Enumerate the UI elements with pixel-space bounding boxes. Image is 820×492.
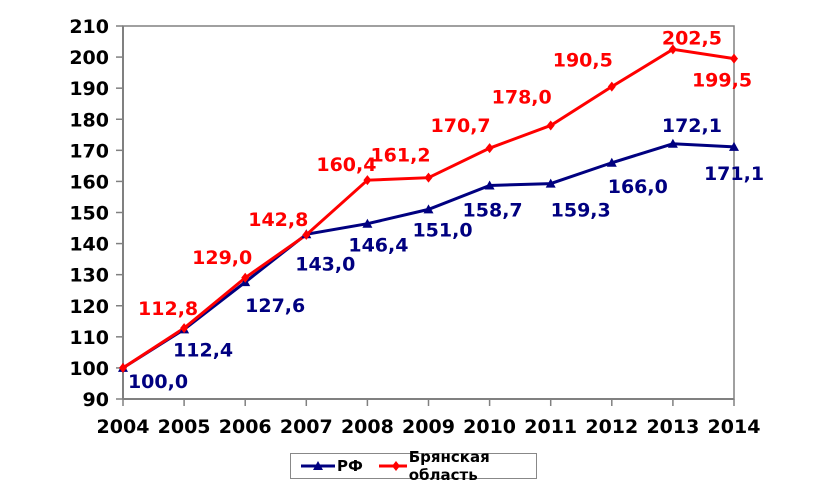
data-point-marker <box>241 272 250 283</box>
data-point-marker <box>729 141 739 151</box>
data-point-marker <box>730 53 738 64</box>
y-tick-label: 200 <box>69 47 109 69</box>
y-tick-label: 170 <box>69 140 109 162</box>
legend-marker-rf <box>301 461 335 470</box>
data-label: 129,0 <box>192 247 252 269</box>
y-tick-label: 120 <box>69 296 109 318</box>
x-tick-label: 2011 <box>524 416 577 438</box>
x-tick-label: 2009 <box>402 416 455 438</box>
data-label: 199,5 <box>692 70 752 92</box>
legend-marker-bryansk <box>378 461 407 471</box>
y-tick-label: 100 <box>69 358 109 380</box>
data-point-marker <box>180 323 189 334</box>
data-label: 158,7 <box>463 199 523 221</box>
data-label: 178,0 <box>492 86 552 108</box>
x-tick-label: 2005 <box>158 416 211 438</box>
data-point-marker <box>363 175 372 186</box>
data-label: 112,4 <box>173 339 233 361</box>
data-point-marker <box>667 138 678 148</box>
data-point-marker <box>606 157 617 167</box>
data-point-marker <box>484 180 495 190</box>
legend-label-bryansk: Брянская область <box>408 448 490 484</box>
data-point-marker <box>607 81 616 92</box>
data-point-marker <box>546 120 555 131</box>
data-label: 160,4 <box>316 154 376 176</box>
data-label: 143,0 <box>295 253 355 275</box>
data-label: 100,0 <box>128 371 188 393</box>
data-point-marker <box>119 362 127 373</box>
data-label: 159,3 <box>551 200 611 222</box>
data-point-marker <box>545 178 556 188</box>
data-point-marker <box>668 44 677 55</box>
data-label: 190,5 <box>553 50 613 72</box>
data-label: 170,7 <box>431 115 491 137</box>
x-tick-label: 2012 <box>585 416 638 438</box>
y-tick-label: 210 <box>69 16 109 38</box>
data-label: 142,8 <box>248 209 308 231</box>
data-label: 172,1 <box>662 115 722 137</box>
data-label: 166,0 <box>608 176 668 198</box>
x-tick-label: 2006 <box>219 416 272 438</box>
data-point-marker <box>302 229 311 240</box>
data-point-marker <box>362 218 373 228</box>
y-tick-label: 130 <box>69 265 109 287</box>
data-label: 151,0 <box>412 219 472 241</box>
legend-label-rf: РФ <box>337 457 363 475</box>
x-tick-label: 2008 <box>341 416 394 438</box>
data-point-marker <box>485 143 494 154</box>
y-tick-label: 190 <box>69 78 109 100</box>
y-tick-label: 140 <box>69 234 109 256</box>
y-tick-label: 90 <box>83 389 109 411</box>
legend: РФ Брянская область <box>290 448 537 484</box>
data-label: 127,6 <box>245 295 305 317</box>
y-tick-label: 180 <box>69 109 109 131</box>
x-tick-label: 2007 <box>280 416 333 438</box>
legend-item-rf: РФ <box>301 457 363 475</box>
legend-item-bryansk: Брянская область <box>378 448 536 484</box>
x-tick-label: 2010 <box>463 416 516 438</box>
x-tick-label: 2014 <box>708 416 761 438</box>
data-point-marker <box>424 172 433 183</box>
y-tick-label: 110 <box>69 327 109 349</box>
x-tick-label: 2004 <box>97 416 150 438</box>
data-label: 161,2 <box>370 145 430 167</box>
data-label: 146,4 <box>348 235 408 257</box>
data-label: 112,8 <box>138 298 198 320</box>
data-label: 202,5 <box>662 27 722 49</box>
x-tick-label: 2013 <box>646 416 699 438</box>
y-tick-label: 160 <box>69 171 109 193</box>
y-tick-label: 150 <box>69 203 109 225</box>
data-label: 171,1 <box>704 163 764 185</box>
data-point-marker <box>423 204 434 214</box>
